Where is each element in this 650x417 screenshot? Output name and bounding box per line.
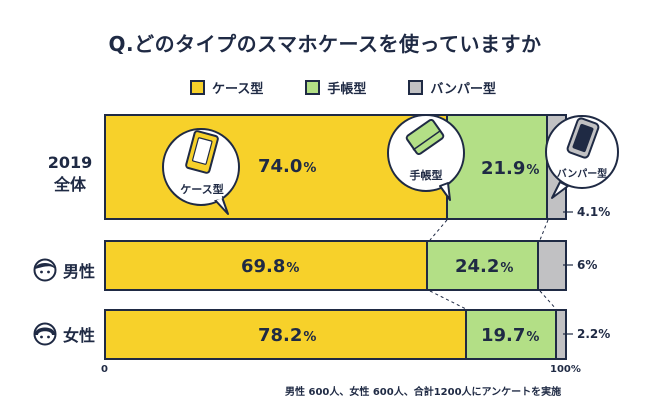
- data-label-value: 21.9: [481, 158, 526, 179]
- bumper-bubble: [545, 115, 619, 199]
- bar-female-notebook: [464, 311, 555, 358]
- data-label-unit: %: [526, 163, 540, 178]
- data-label-unit: %: [303, 330, 317, 345]
- row-label-all-text: 全体: [53, 175, 86, 194]
- row-label-male: 男性: [63, 262, 96, 281]
- bar-female-bumper: [554, 311, 565, 358]
- connector-line: [539, 219, 549, 241]
- case-bubble-label: ケース型: [180, 183, 224, 196]
- bar-male-case: [106, 242, 427, 289]
- side-leader-lines: [563, 211, 573, 335]
- survey-note: 男性 600人、女性 600人、合計1200人にアンケートを実施: [285, 387, 562, 398]
- legend-item-notebook: 手帳型: [305, 78, 366, 97]
- notebook-case-icon: [405, 118, 445, 156]
- data-label-unit: %: [286, 261, 300, 276]
- bumper-bubble-label: バンパー型: [556, 169, 608, 180]
- data-label-value: 78.2: [258, 325, 303, 346]
- data-label-male-notebook: 24.2%: [455, 256, 513, 277]
- data-label-value: 6: [577, 258, 586, 272]
- chart-title: Q.どのタイプのスマホケースを使っていますか: [108, 32, 542, 56]
- data-label-unit: %: [598, 327, 611, 341]
- legend: ケース型 手帳型 バンパー型: [190, 78, 496, 97]
- connector-line: [429, 290, 467, 310]
- data-label-unit: %: [303, 161, 317, 176]
- connector-line: [429, 219, 448, 241]
- female-face-icon: [33, 322, 57, 346]
- data-label-unit: %: [585, 258, 598, 272]
- data-label-unit: %: [598, 205, 611, 219]
- x-tick-100: 100%: [550, 364, 581, 375]
- data-label-female-bumper: 2.2%: [577, 327, 610, 341]
- phone-case-icon: [185, 130, 219, 174]
- male-face-icon: [33, 258, 57, 282]
- notebook-bubble-label: 手帳型: [409, 169, 443, 182]
- bar-female: [104, 309, 567, 360]
- data-label-unit: %: [526, 330, 540, 345]
- legend-item-bumper: バンパー型: [408, 78, 496, 97]
- bar-male-bumper: [537, 242, 565, 289]
- legend-swatch-case: [190, 80, 205, 95]
- bar-female-case: [106, 311, 465, 358]
- data-label-all-case: 74.0%: [258, 156, 316, 177]
- x-tick-0: 0: [101, 364, 108, 375]
- data-label-all-bumper: 4.1%: [577, 205, 610, 219]
- bar-male-notebook: [426, 242, 538, 289]
- data-label-female-notebook: 19.7%: [481, 325, 539, 346]
- data-label-female-case: 78.2%: [258, 325, 316, 346]
- row-label-all: 2019 全体: [44, 152, 96, 196]
- legend-label-notebook: 手帳型: [327, 82, 367, 97]
- data-label-value: 4.1: [577, 205, 599, 219]
- data-label-value: 19.7: [481, 325, 526, 346]
- data-label-unit: %: [500, 261, 514, 276]
- case-bubble: [162, 128, 240, 215]
- row-label-female: 女性: [63, 326, 96, 345]
- data-label-value: 24.2: [455, 256, 500, 277]
- legend-label-case: ケース型: [212, 82, 264, 97]
- data-label-male-case: 69.8%: [241, 256, 299, 277]
- row-label-all-year: 2019: [47, 153, 93, 172]
- data-label-value: 2.2: [577, 327, 599, 341]
- data-label-all-notebook: 21.9%: [481, 158, 539, 179]
- legend-item-case: ケース型: [190, 78, 263, 97]
- bumper-case-icon: [566, 117, 600, 159]
- connector-line: [539, 290, 557, 310]
- legend-label-bumper: バンパー型: [430, 82, 497, 97]
- notebook-bubble: [387, 114, 465, 201]
- data-label-value: 74.0: [258, 156, 303, 177]
- bar-all-notebook: [445, 116, 547, 218]
- legend-swatch-notebook: [305, 80, 321, 95]
- legend-swatch-bumper: [408, 80, 424, 95]
- data-label-male-bumper: 6%: [577, 258, 597, 272]
- connector-lines: [429, 219, 557, 310]
- bar-male: [104, 240, 567, 291]
- data-label-value: 69.8: [241, 256, 286, 277]
